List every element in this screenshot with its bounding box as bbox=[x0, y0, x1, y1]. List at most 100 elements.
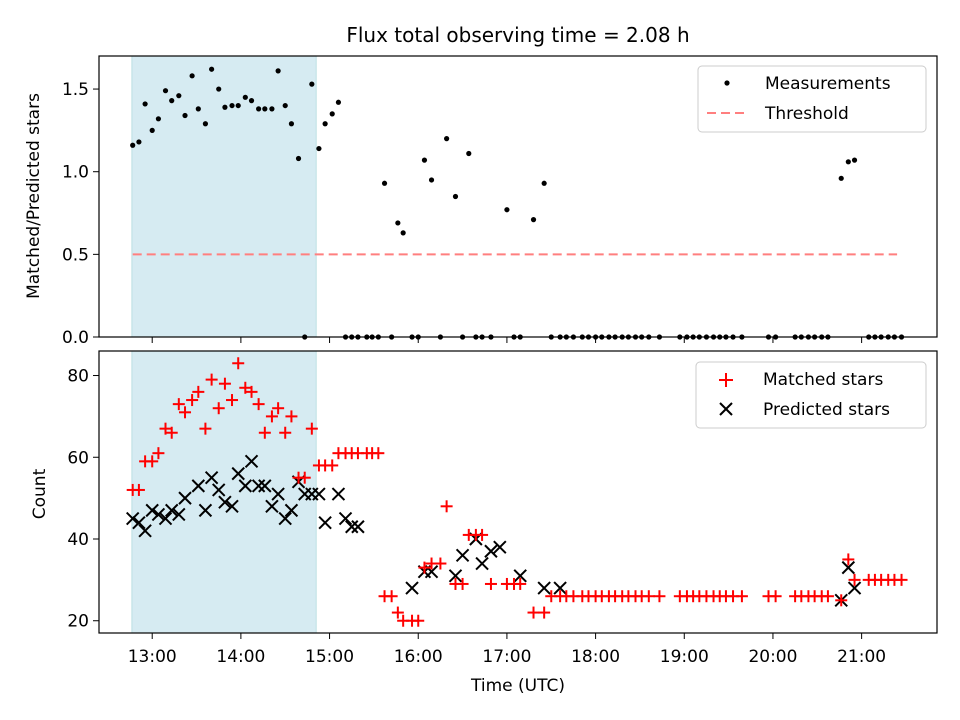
matched-star-marker bbox=[653, 590, 666, 603]
measurement-point bbox=[155, 116, 162, 122]
y-axis-ticks: 0.0 0.5 1.0 1.5 bbox=[62, 80, 99, 348]
measurement-point bbox=[142, 101, 148, 107]
measurement-point bbox=[851, 157, 858, 163]
predicted-star-marker bbox=[251, 479, 266, 493]
y-axis-label: Count bbox=[30, 468, 50, 519]
matched-star-marker bbox=[434, 557, 447, 570]
y-axis-label: Matched/Predicted stars bbox=[24, 93, 44, 299]
matched-star-marker bbox=[152, 447, 165, 460]
measurement-point bbox=[176, 93, 182, 99]
x-tick-label: 13:00 bbox=[128, 647, 177, 667]
measurement-point bbox=[322, 121, 328, 127]
matched-star-marker bbox=[212, 402, 225, 415]
measurement-point bbox=[275, 68, 281, 74]
matched-star-marker bbox=[272, 402, 285, 415]
matched-star-marker bbox=[172, 398, 185, 411]
measurement-point bbox=[256, 106, 262, 112]
matched-star-marker bbox=[239, 381, 252, 394]
matched-star-marker bbox=[159, 422, 172, 435]
predicted-star-marker bbox=[312, 487, 326, 501]
measurement-point bbox=[381, 180, 388, 186]
predicted-star-marker bbox=[351, 520, 365, 534]
y-tick-label: 40 bbox=[67, 530, 89, 550]
predicted-star-marker bbox=[231, 466, 245, 481]
measurement-point bbox=[202, 121, 209, 127]
predicted-star-marker bbox=[165, 503, 179, 518]
legend-measurements-marker bbox=[724, 80, 730, 86]
predicted-star-marker bbox=[151, 507, 166, 522]
chart-title: Flux total observing time = 2.08 h bbox=[346, 23, 689, 47]
matched-star-marker bbox=[538, 606, 551, 619]
predicted-star-marker bbox=[493, 540, 507, 554]
matched-star-marker bbox=[456, 577, 469, 590]
matched-star-marker bbox=[842, 553, 855, 566]
legend-matched-marker bbox=[719, 373, 733, 387]
legend-box bbox=[695, 361, 927, 429]
predicted-star-marker bbox=[238, 479, 253, 493]
highlight-span bbox=[131, 350, 317, 634]
matched-star-marker bbox=[372, 447, 385, 460]
predicted-star-marker bbox=[265, 499, 279, 514]
measurement-point bbox=[428, 177, 435, 183]
measurement-point bbox=[282, 102, 288, 109]
predicted-star-marker bbox=[448, 569, 463, 583]
matched-star-marker bbox=[391, 606, 404, 619]
predicted-star-marker bbox=[331, 487, 346, 501]
matched-star-marker bbox=[848, 573, 861, 586]
matched-star-marker bbox=[179, 406, 192, 419]
matched-star-marker bbox=[265, 410, 278, 423]
predicted-star-marker bbox=[537, 581, 551, 595]
predicted-star-marker bbox=[841, 560, 856, 575]
matched-star-marker bbox=[735, 590, 748, 603]
x-axis-ticks: 13:00 14:00 15:00 16:00 17:00 18:00 19:00 20:00… bbox=[128, 633, 886, 667]
predicted-star-marker bbox=[475, 556, 489, 571]
matched-star-marker bbox=[305, 422, 318, 435]
matched-star-marker bbox=[192, 385, 205, 398]
x-tick-label: 15:00 bbox=[305, 647, 354, 667]
matched-star-marker bbox=[385, 590, 398, 603]
matched-star-marker bbox=[226, 394, 239, 407]
measurement-point bbox=[149, 127, 155, 133]
predicted-star-marker bbox=[278, 511, 292, 526]
y-tick-label: 80 bbox=[67, 367, 89, 387]
predicted-star-marker bbox=[212, 483, 226, 497]
predicted-star-marker bbox=[284, 503, 299, 518]
predicted-star-marker bbox=[318, 515, 332, 530]
matched-star-marker bbox=[252, 398, 265, 411]
predicted-star-marker bbox=[145, 503, 159, 518]
measurement-point bbox=[216, 86, 222, 92]
legend-predicted-marker bbox=[719, 402, 733, 416]
predicted-star-marker bbox=[258, 479, 272, 493]
measurement-point bbox=[452, 193, 459, 200]
predicted-star-marker bbox=[455, 548, 470, 563]
measurement-point bbox=[182, 112, 188, 119]
y-tick-label: 20 bbox=[67, 612, 89, 632]
predicted-star-marker bbox=[172, 507, 186, 522]
matched-star-marker bbox=[326, 459, 339, 472]
matched-star-marker bbox=[440, 500, 453, 513]
x-tick-label: 14:00 bbox=[216, 647, 265, 667]
matched-star-marker bbox=[418, 561, 431, 574]
matched-star-marker bbox=[821, 590, 834, 603]
predicted-star-marker bbox=[484, 544, 498, 558]
measurement-point bbox=[189, 73, 195, 79]
measurement-point bbox=[169, 98, 175, 104]
measurement-point bbox=[335, 99, 342, 105]
predicted-star-marker bbox=[513, 569, 527, 583]
measurement-point bbox=[444, 136, 450, 142]
matched-stars-markers bbox=[126, 357, 908, 627]
measurement-point bbox=[329, 111, 335, 117]
measurement-point bbox=[845, 159, 851, 165]
matched-star-marker bbox=[132, 483, 145, 496]
legend-matched-label: Matched stars bbox=[763, 370, 883, 390]
predicted-star-marker bbox=[198, 503, 213, 518]
legend-threshold-label: Threshold bbox=[764, 104, 849, 124]
y-tick-label: 60 bbox=[67, 448, 89, 468]
matched-star-marker bbox=[245, 385, 258, 398]
x-tick-label: 19:00 bbox=[660, 647, 709, 667]
measurement-point bbox=[530, 217, 537, 223]
y-tick-label: 0.0 bbox=[62, 328, 89, 348]
measurement-point bbox=[262, 106, 268, 112]
matched-star-marker bbox=[165, 426, 178, 439]
